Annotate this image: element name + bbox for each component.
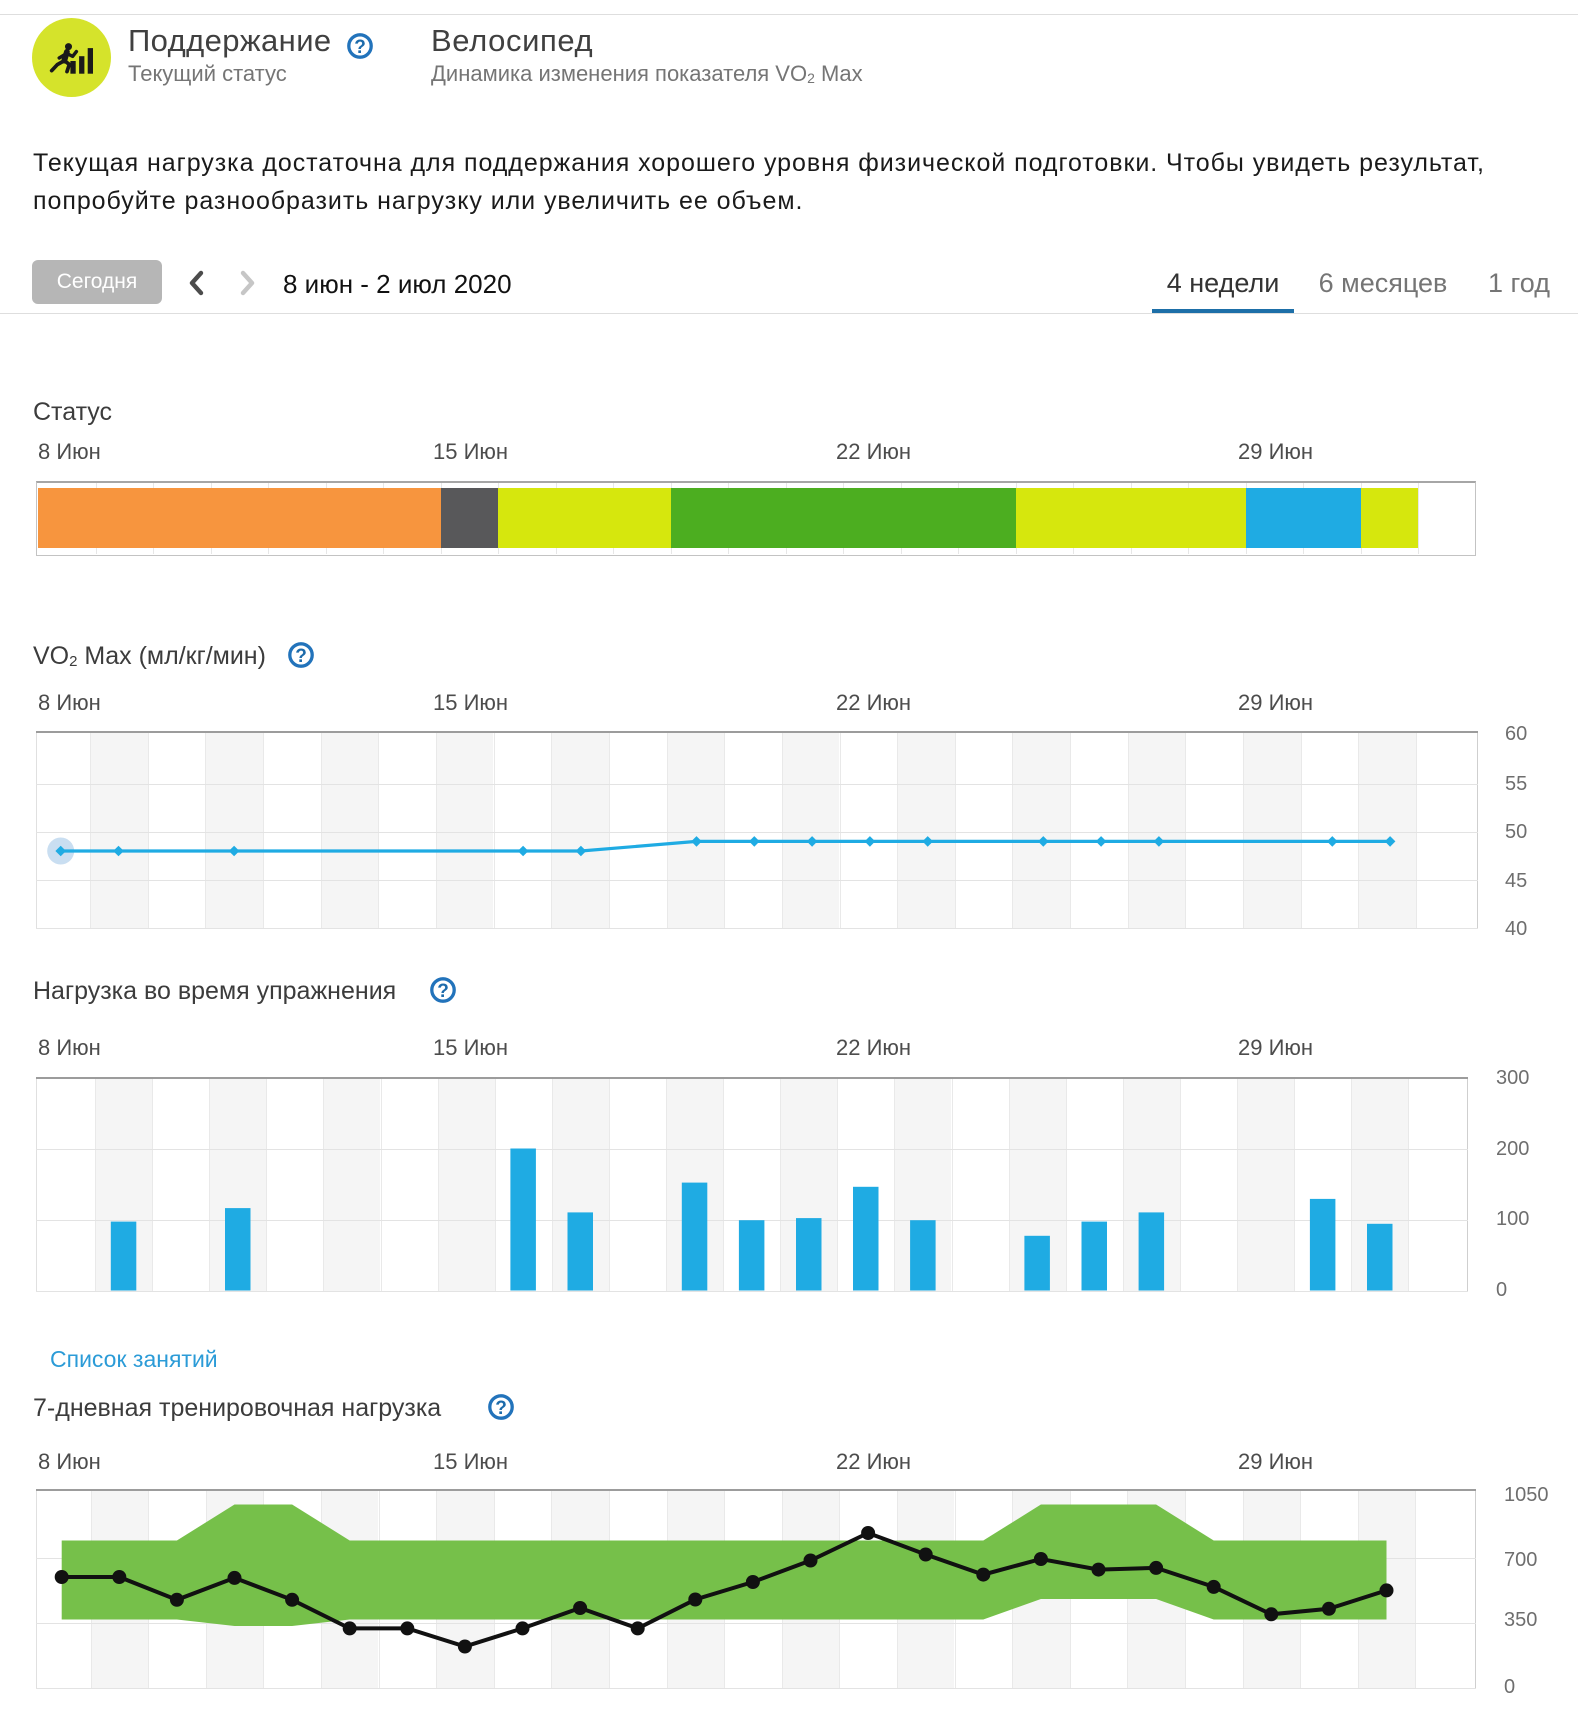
svg-text:?: ? bbox=[495, 1398, 507, 1419]
svg-text:?: ? bbox=[295, 646, 307, 667]
svg-text:?: ? bbox=[437, 981, 449, 1002]
svg-text:?: ? bbox=[354, 37, 366, 58]
